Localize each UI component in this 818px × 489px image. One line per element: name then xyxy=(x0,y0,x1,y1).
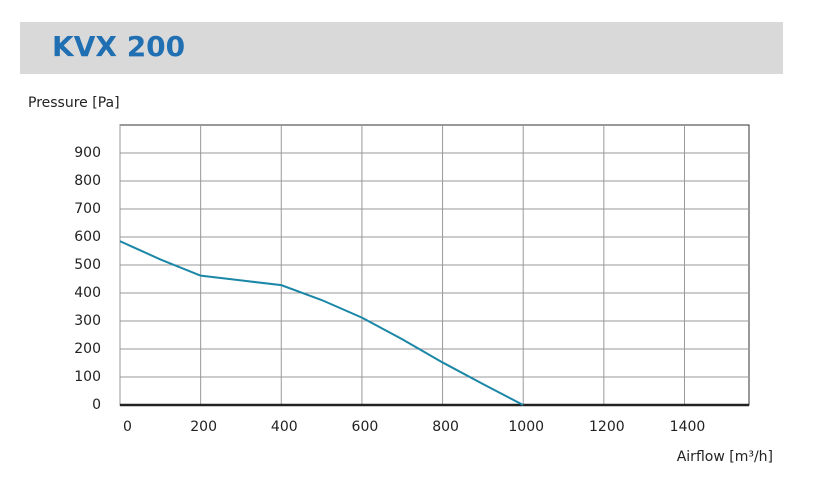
y-tick-label: 800 xyxy=(74,173,101,189)
x-tick-label: 400 xyxy=(271,419,298,435)
y-tick-label: 400 xyxy=(74,285,101,301)
x-tick-label: 200 xyxy=(190,419,217,435)
y-tick-label: 500 xyxy=(74,257,101,273)
y-axis-label: Pressure [Pa] xyxy=(28,95,120,111)
x-tick-label: 800 xyxy=(432,419,459,435)
x-tick-label: 1200 xyxy=(589,419,625,435)
x-tick-label: 600 xyxy=(352,419,379,435)
data-line xyxy=(119,240,524,406)
y-tick-label: 600 xyxy=(74,229,101,245)
y-tick-label: 100 xyxy=(74,369,101,385)
x-axis-label: Airflow [m³/h] xyxy=(677,449,773,465)
y-tick-label: 700 xyxy=(74,201,101,217)
y-tick-label: 0 xyxy=(92,397,101,413)
y-tick-label: 900 xyxy=(74,145,101,161)
x-tick-label: 1400 xyxy=(670,419,706,435)
y-tick-label: 200 xyxy=(74,341,101,357)
y-tick-label: 300 xyxy=(74,313,101,329)
x-tick-label: 1000 xyxy=(508,419,544,435)
chart-title: KVX 200 xyxy=(52,30,185,63)
x-tick-label: 0 xyxy=(123,419,132,435)
title-bar xyxy=(20,22,783,74)
